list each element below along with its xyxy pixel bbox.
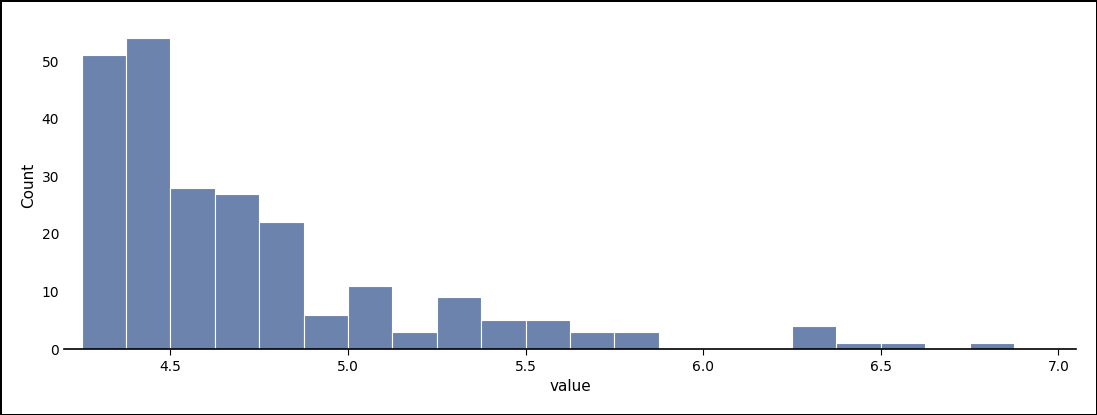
Bar	[614, 332, 659, 349]
Bar	[525, 320, 570, 349]
Bar	[81, 55, 126, 349]
X-axis label: value: value	[550, 379, 591, 394]
Bar	[393, 332, 437, 349]
Bar	[792, 326, 836, 349]
Bar	[348, 286, 393, 349]
Bar	[126, 38, 170, 349]
Bar	[836, 344, 881, 349]
Bar	[881, 344, 925, 349]
Bar	[570, 332, 614, 349]
Bar	[259, 222, 304, 349]
Bar	[970, 344, 1014, 349]
Bar	[304, 315, 348, 349]
Bar	[215, 194, 259, 349]
Bar	[482, 320, 525, 349]
Bar	[437, 298, 482, 349]
Y-axis label: Count: Count	[21, 162, 36, 208]
Bar	[170, 188, 215, 349]
